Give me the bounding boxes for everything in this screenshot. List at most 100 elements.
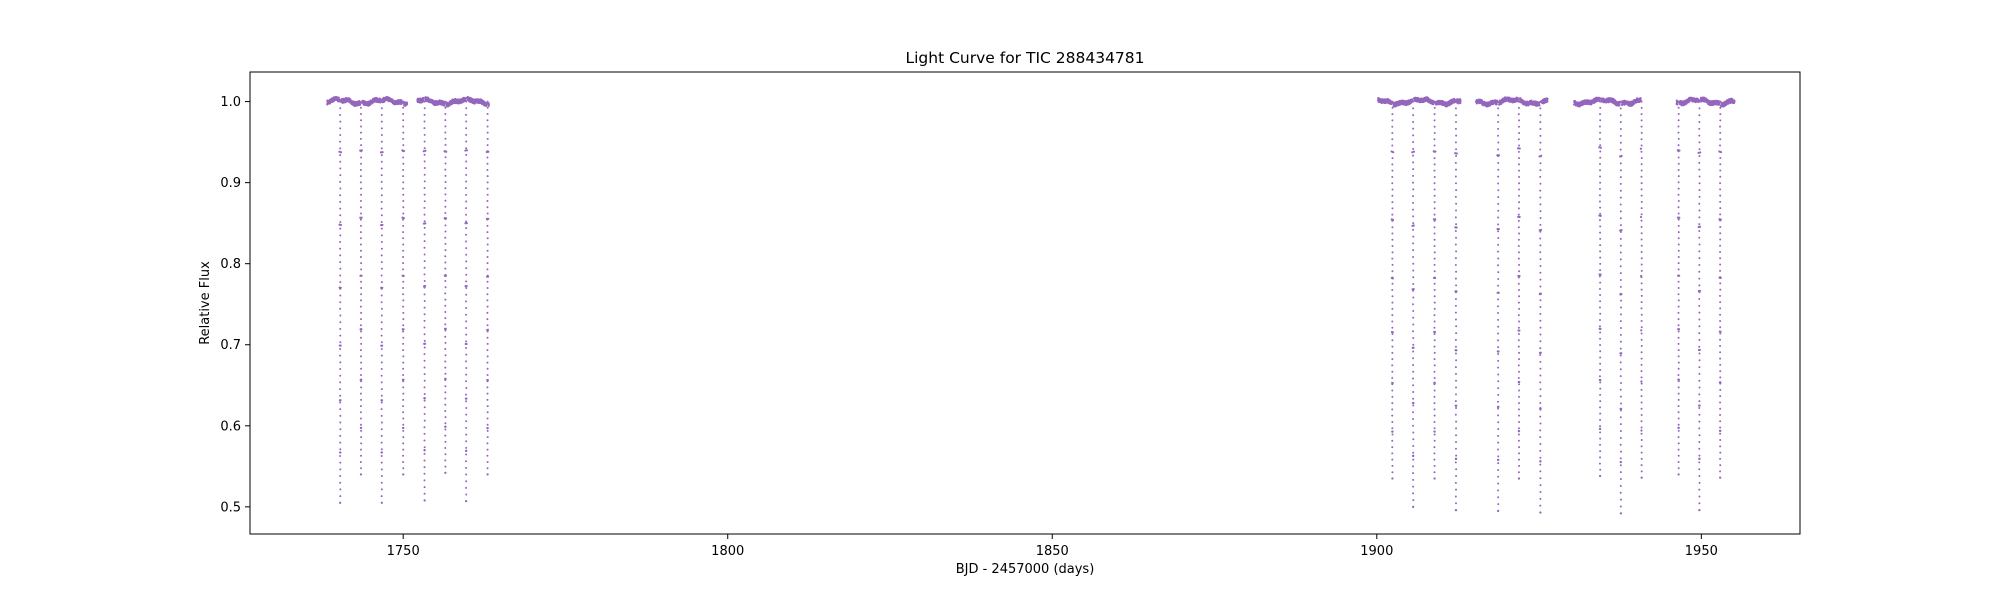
flux-point [339, 451, 342, 454]
eclipse-point [486, 380, 489, 383]
eclipse-point [1539, 511, 1542, 514]
eclipse-point [1677, 318, 1680, 321]
eclipse-point [1677, 293, 1680, 296]
eclipse-point [444, 255, 447, 258]
eclipse-point [339, 107, 342, 110]
eclipse-point [380, 481, 383, 484]
eclipse-point [486, 293, 489, 296]
eclipse-point [465, 253, 468, 256]
eclipse-point [1719, 163, 1722, 166]
eclipse-point [1497, 462, 1500, 465]
eclipse-point [486, 268, 489, 271]
eclipse-point [359, 255, 362, 258]
eclipse-point [1640, 113, 1643, 116]
flux-point [465, 342, 468, 346]
eclipse-point [402, 156, 405, 159]
eclipse-point [1412, 127, 1415, 130]
eclipse-point [1433, 477, 1436, 480]
eclipse-point [423, 446, 426, 449]
eclipse-point [423, 399, 426, 402]
eclipse-point [402, 311, 405, 314]
eclipse-point [1619, 279, 1622, 282]
eclipse-point [423, 200, 426, 203]
eclipse-point [339, 448, 342, 451]
eclipse-point [423, 406, 426, 409]
eclipse-point [486, 249, 489, 252]
eclipse-point [465, 406, 468, 409]
eclipse-point [1433, 150, 1436, 153]
eclipse-point [444, 416, 447, 419]
flux-point [405, 102, 409, 106]
eclipse-point [1517, 408, 1520, 411]
eclipse-point [1455, 475, 1458, 478]
eclipse-point [339, 374, 342, 377]
eclipse-point [380, 254, 383, 257]
eclipse-point [1433, 351, 1436, 354]
eclipse-point [1412, 364, 1415, 367]
eclipse-point [1539, 203, 1542, 206]
eclipse-point [1412, 195, 1415, 198]
eclipse-point [1412, 188, 1415, 191]
eclipse-point [1412, 255, 1415, 258]
eclipse-point [465, 167, 468, 170]
eclipse-point [339, 287, 342, 290]
eclipse-point [1454, 257, 1457, 260]
eclipse-point [1455, 386, 1458, 389]
flux-point [1516, 98, 1520, 101]
flux-point [1518, 380, 1521, 384]
eclipse-point [465, 200, 468, 203]
eclipse-point [1640, 332, 1643, 335]
eclipse-point [339, 408, 342, 411]
eclipse-point [444, 348, 447, 351]
eclipse-point [339, 475, 342, 478]
eclipse-point [1391, 232, 1394, 235]
flux-point [1539, 351, 1542, 354]
eclipse-point [402, 212, 405, 215]
eclipse-point [1640, 188, 1643, 191]
flux-point [1412, 346, 1415, 349]
eclipse-point [402, 461, 405, 463]
eclipse-point [1599, 343, 1602, 346]
eclipse-point [1698, 223, 1701, 226]
eclipse-point [1391, 282, 1394, 285]
eclipse-point [1620, 381, 1623, 384]
eclipse-point [1719, 225, 1722, 228]
eclipse-point [359, 336, 362, 339]
eclipse-point [1433, 276, 1436, 279]
y-tick-label: 1.0 [220, 95, 241, 110]
eclipse-point [1619, 361, 1622, 364]
eclipse-point [1454, 461, 1457, 464]
eclipse-point [1620, 100, 1622, 103]
eclipse-point [1677, 367, 1680, 370]
eclipse-point [486, 355, 489, 358]
eclipse-point [402, 436, 405, 439]
eclipse-point [486, 137, 489, 140]
eclipse-point [444, 440, 447, 443]
eclipse-point [1677, 380, 1680, 383]
eclipse-point [380, 354, 383, 357]
eclipse-point [339, 495, 342, 498]
eclipse-point [1497, 400, 1500, 403]
eclipse-point [1497, 100, 1500, 103]
x-tick-label: 1800 [711, 544, 744, 559]
eclipse-point [1412, 242, 1415, 245]
eclipse-point [1599, 175, 1602, 178]
eclipse-point [1433, 213, 1436, 216]
eclipse-point [339, 501, 342, 504]
eclipse-point [1517, 471, 1520, 474]
eclipse-point [1497, 257, 1500, 260]
eclipse-point [444, 329, 447, 332]
flux-point [1455, 226, 1458, 229]
eclipse-point [360, 193, 363, 196]
eclipse-point [1454, 127, 1457, 130]
eclipse-point [465, 420, 468, 423]
eclipse-point [423, 472, 426, 475]
eclipse-point [1497, 312, 1500, 315]
flux-point [1619, 460, 1623, 464]
eclipse-point [1719, 188, 1722, 191]
eclipse-point [1677, 405, 1680, 408]
eclipse-point [444, 317, 447, 320]
eclipse-point [1412, 154, 1415, 157]
eclipse-point [1677, 156, 1680, 159]
eclipse-point [486, 100, 489, 103]
